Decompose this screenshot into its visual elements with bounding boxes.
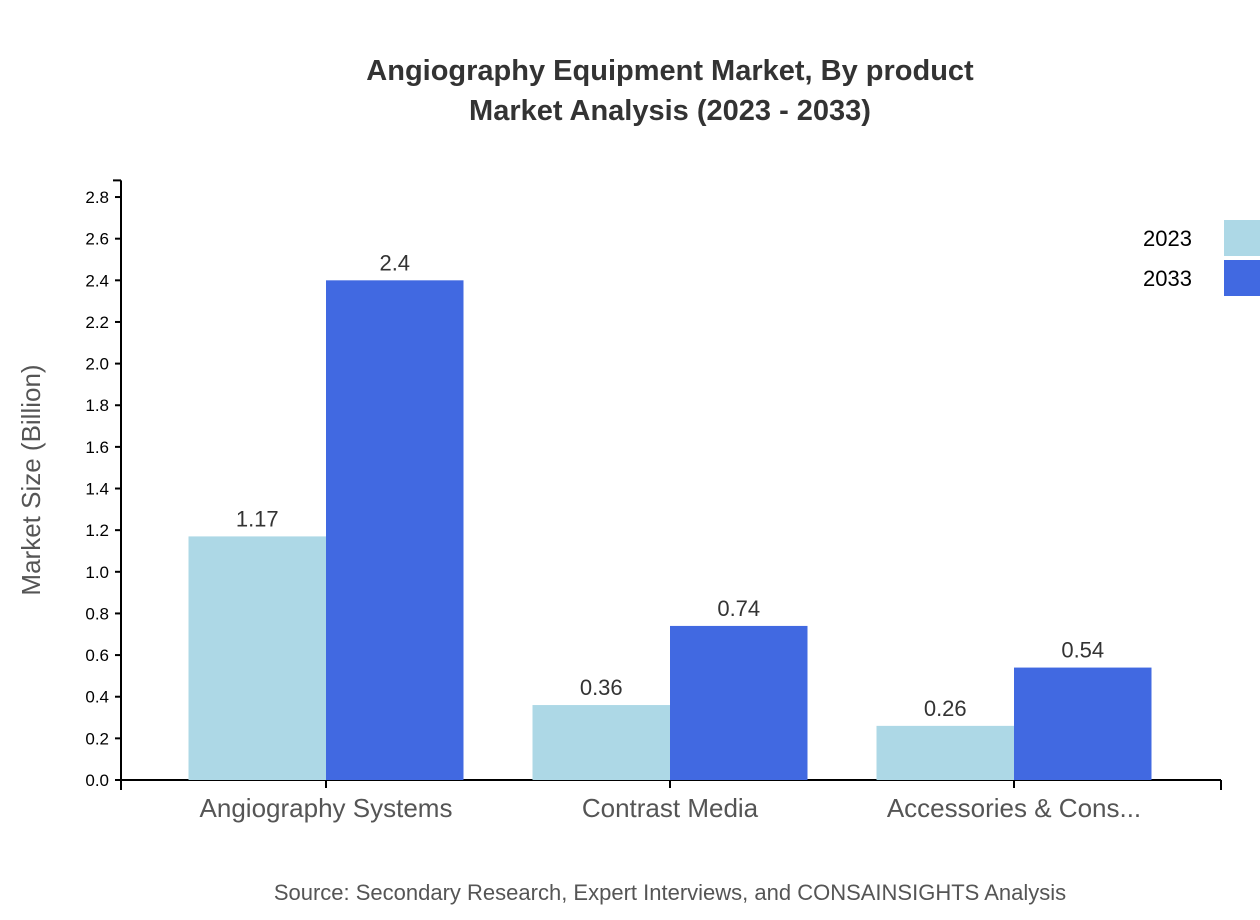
y-tick-label: 0.4	[85, 688, 109, 707]
bar-2023-3	[876, 725, 1014, 780]
y-tick-label: 1.4	[85, 480, 109, 499]
legend-label: 2023	[1143, 226, 1192, 251]
y-tick-label: 2.4	[85, 271, 109, 290]
bar-2033-3	[1014, 667, 1152, 780]
y-tick-label: 1.6	[85, 438, 109, 457]
y-tick-label: 0.0	[85, 771, 109, 790]
y-tick-label: 0.8	[85, 604, 109, 623]
data-label: 0.74	[717, 596, 760, 621]
data-label: 0.54	[1061, 638, 1104, 663]
y-tick-label: 1.2	[85, 521, 109, 540]
y-tick-label: 1.8	[85, 396, 109, 415]
legend-label: 2033	[1143, 266, 1192, 291]
x-tick-label: Contrast Media	[582, 793, 759, 823]
data-label: 1.17	[236, 506, 279, 531]
y-axis-label: Market Size (Billion)	[16, 364, 46, 595]
legend-swatch-2033	[1224, 260, 1260, 296]
data-label: 0.26	[924, 696, 967, 721]
bar-2033-2	[670, 625, 808, 780]
y-tick-label: 0.2	[85, 729, 109, 748]
y-tick-label: 0.6	[85, 646, 109, 665]
chart-title: Angiography Equipment Market, By product	[366, 55, 974, 87]
x-tick-label: Angiography Systems	[200, 793, 453, 823]
source-note: Source: Secondary Research, Expert Inter…	[274, 880, 1066, 905]
y-tick-label: 1.0	[85, 563, 109, 582]
legend-swatch-2023	[1224, 220, 1260, 256]
y-tick-label: 2.2	[85, 313, 109, 332]
bar-2023-1	[188, 536, 326, 780]
chart-subtitle: Market Analysis (2023 - 2033)	[469, 95, 871, 127]
bar-2033-1	[326, 280, 464, 780]
x-tick-label: Accessories & Cons...	[887, 793, 1141, 823]
data-label: 0.36	[580, 675, 623, 700]
data-label: 2.4	[379, 250, 410, 275]
y-tick-label: 2.8	[85, 188, 109, 207]
bar-2023-2	[532, 705, 670, 780]
y-tick-label: 2.6	[85, 230, 109, 249]
y-tick-label: 2.0	[85, 355, 109, 374]
